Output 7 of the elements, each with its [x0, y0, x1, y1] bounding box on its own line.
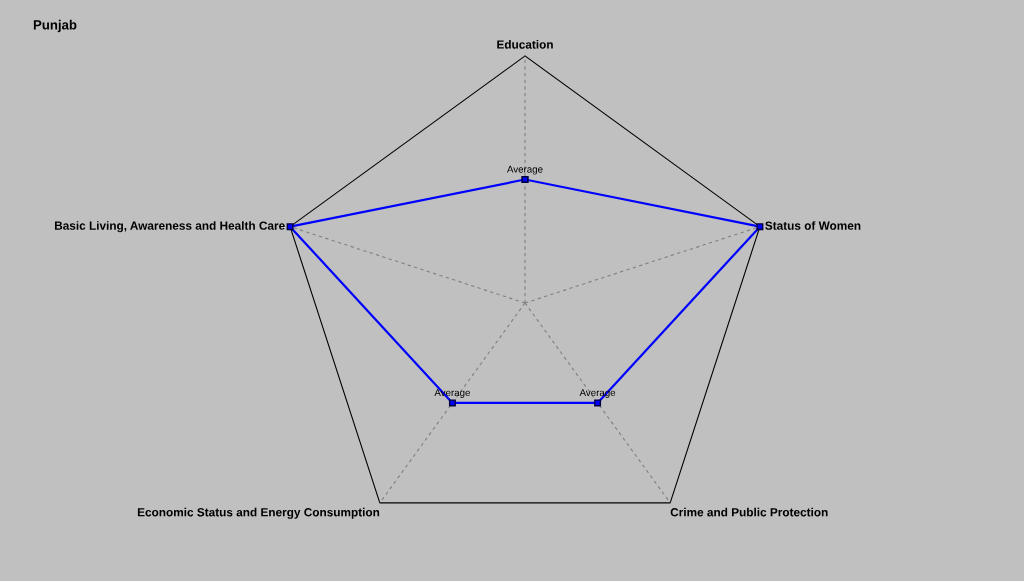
spoke-label: Crime and Public Protection: [670, 507, 828, 517]
spoke-label: Economic Status and Energy Consumption: [137, 507, 380, 519]
chart-title: Punjab: [33, 19, 77, 33]
spoke-label: Status of Women: [765, 221, 861, 230]
spoke-label: Basic Living, Awareness and Health Care: [55, 221, 285, 233]
text: Average: [507, 165, 543, 175]
spoke-label: Education: [497, 40, 553, 49]
